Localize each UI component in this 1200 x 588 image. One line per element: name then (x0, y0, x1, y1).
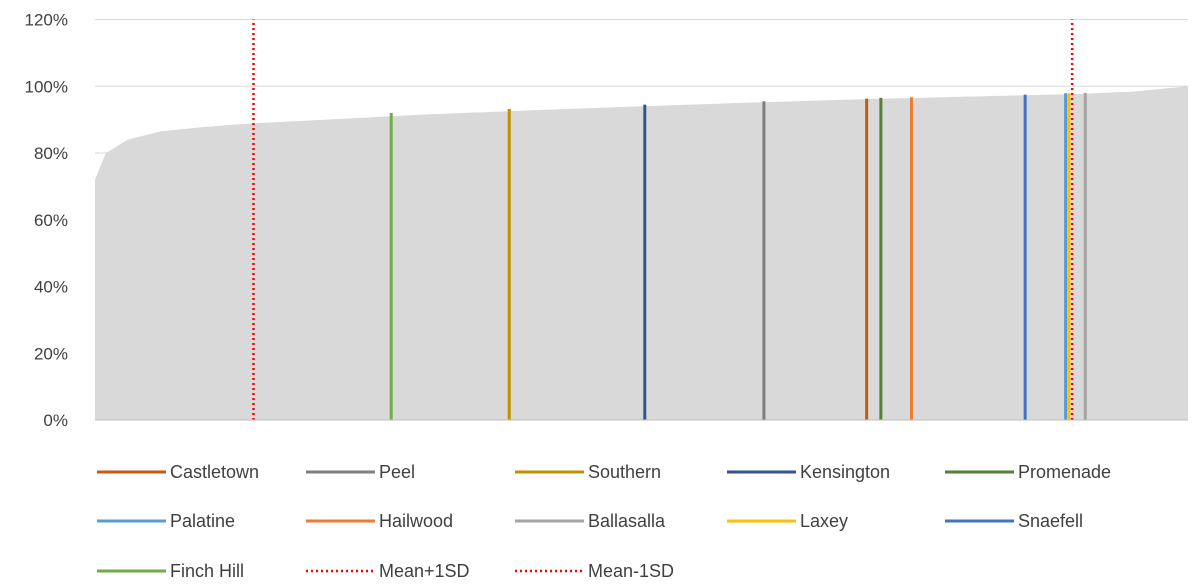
legend-item-finch-hill: Finch Hill (97, 561, 244, 581)
distribution-area (95, 86, 1188, 420)
reference-lines (252, 19, 1074, 420)
legend-label: Kensington (800, 462, 890, 482)
legend-item-mean-1sd: Mean+1SD (306, 561, 470, 581)
legend-item-castletown: Castletown (97, 462, 259, 482)
legend-item-palatine: Palatine (97, 511, 235, 531)
legend-item-laxey: Laxey (727, 511, 848, 531)
y-tick-label: 60% (34, 211, 68, 230)
legend-item-promenade: Promenade (945, 462, 1111, 482)
legend-item-snaefell: Snaefell (945, 511, 1083, 531)
y-tick-label: 80% (34, 144, 68, 163)
legend-label: Palatine (170, 511, 235, 531)
legend-label: Mean-1SD (588, 561, 674, 581)
legend-label: Finch Hill (170, 561, 244, 581)
legend-label: Southern (588, 462, 661, 482)
legend-label: Laxey (800, 511, 848, 531)
y-axis-tick-labels: 0% 20% 40% 60% 80% 100% 120% (25, 11, 68, 431)
school-marker-lines (389, 92, 1087, 420)
legend-item-hailwood: Hailwood (306, 511, 453, 531)
legend-item-peel: Peel (306, 462, 415, 482)
legend-item-ballasalla: Ballasalla (515, 511, 666, 531)
legend-item-kensington: Kensington (727, 462, 890, 482)
legend-label: Castletown (170, 462, 259, 482)
legend-label: Ballasalla (588, 511, 666, 531)
legend-label: Mean+1SD (379, 561, 470, 581)
legend-label: Hailwood (379, 511, 453, 531)
legend: Castletown Peel Southern Kensington Promenad… (97, 462, 1111, 581)
y-tick-label: 120% (25, 11, 68, 30)
legend-item-mean-1sd: Mean-1SD (515, 561, 674, 581)
legend-item-southern: Southern (515, 462, 661, 482)
y-tick-label: 0% (43, 411, 68, 430)
legend-label: Peel (379, 462, 415, 482)
legend-label: Snaefell (1018, 511, 1083, 531)
y-tick-label: 20% (34, 344, 68, 363)
legend-label: Promenade (1018, 462, 1111, 482)
y-tick-label: 40% (34, 278, 68, 297)
y-tick-label: 100% (25, 77, 68, 96)
